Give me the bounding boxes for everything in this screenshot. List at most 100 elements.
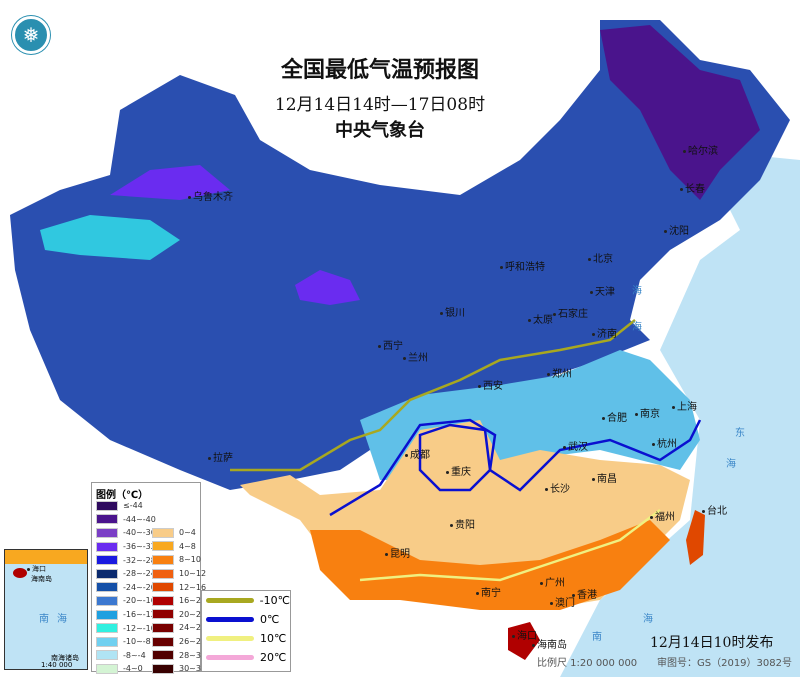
isotherm-label: 20℃ [260, 651, 287, 664]
sea-label: 海 [643, 614, 653, 625]
legend-label: -36~-32 [123, 542, 156, 552]
city-label: 乌鲁木齐 [188, 188, 233, 203]
city-label: 台北 [702, 502, 727, 517]
city-label: 石家庄 [553, 305, 588, 320]
legend-swatch [96, 500, 118, 511]
legend-swatch [152, 622, 174, 633]
city-label: 杭州 [652, 435, 677, 450]
qinghai-cold [295, 270, 360, 305]
city-label: 天津 [590, 283, 615, 298]
city-label: 南昌 [592, 470, 617, 485]
isotherm-line-swatch [206, 617, 254, 622]
city-label: 长春 [680, 180, 705, 195]
legend-swatch [96, 527, 118, 538]
legend-swatch [152, 609, 174, 620]
city-label: 西安 [478, 377, 503, 392]
legend-label: -32~-28 [123, 555, 156, 565]
legend-item: -32~-28 [96, 553, 156, 567]
legend-label: -24~-20 [123, 582, 156, 592]
legend-label: 12~16 [179, 582, 207, 592]
legend-title: 图例（℃） [96, 490, 149, 501]
city-label: 拉萨 [208, 449, 233, 464]
legend-swatch [152, 554, 174, 565]
legend-swatch [152, 663, 174, 674]
legend-swatch [96, 609, 118, 620]
legend-label: 16~20 [179, 596, 207, 606]
legend-swatch [96, 623, 118, 634]
map-approval-number: 审图号：GS（2019）3082号 [657, 658, 792, 669]
legend-swatch [96, 636, 118, 647]
legend-item: 28~30 [152, 648, 206, 662]
legend-swatch [96, 568, 118, 579]
legend-item: -24~-20 [96, 581, 156, 595]
city-label: 武汉 [563, 438, 588, 453]
city-label: 太原 [528, 311, 553, 326]
city-label: 南宁 [476, 584, 501, 599]
city-label: 郑州 [547, 365, 572, 380]
inset-label-south-sea: 南海 [39, 614, 75, 625]
city-label: 上海 [672, 398, 697, 413]
isotherm-label: -10℃ [259, 594, 290, 607]
tarim-basin [40, 215, 180, 260]
city-label: 澳门 [550, 594, 575, 609]
sea-label: 海 [632, 322, 642, 333]
city-label: 南京 [635, 405, 660, 420]
isotherm-item: 20℃ [202, 648, 290, 667]
legend-label: -16~-12 [123, 610, 156, 620]
isotherm-0 [329, 418, 702, 517]
legend-swatch [96, 663, 118, 674]
legend-item: -28~-24 [96, 567, 156, 581]
isotherm-item: 0℃ [202, 610, 290, 629]
sea [560, 150, 800, 677]
legend-label: -12~-10 [123, 623, 156, 633]
legend-label: 30~32 [179, 664, 207, 674]
city-label: 成都 [405, 446, 430, 461]
city-label: 西宁 [378, 337, 403, 352]
isotherm-label: 0℃ [260, 613, 280, 626]
legend-item: -4~0 [96, 662, 156, 676]
legend-label: ≤-44 [123, 501, 143, 511]
legend-item: 20~24 [152, 608, 206, 622]
legend-label: 8~10 [179, 555, 201, 565]
legend-item: 8~10 [152, 553, 206, 567]
legend-label: 10~12 [179, 569, 207, 579]
legend-item: 12~16 [152, 580, 206, 594]
legend-item: ≤-44 [96, 499, 156, 513]
city-label: 长沙 [545, 480, 570, 495]
city-label: 福州 [650, 508, 675, 523]
legend-item: -44~-40 [96, 513, 156, 527]
map-title: 全国最低气温预报图 [280, 57, 479, 83]
legend-item: -12~-10 [96, 621, 156, 635]
legend-item: -20~-16 [96, 594, 156, 608]
legend-swatch [96, 541, 118, 552]
legend-label: 20~24 [179, 609, 207, 619]
city-label: 海南岛 [532, 636, 567, 651]
city-label: 合肥 [602, 409, 627, 424]
isotherm-label: 10℃ [260, 632, 287, 645]
isotherm-minus10 [230, 319, 636, 472]
legend-swatch [152, 541, 174, 552]
china-cold-region [10, 20, 790, 490]
legend-label: 0~4 [179, 528, 196, 538]
legend-item: 30~32 [152, 662, 206, 676]
city-label: 北京 [588, 250, 613, 265]
legend-label: -10~-8 [123, 637, 151, 647]
city-label: 沈阳 [664, 222, 689, 237]
legend-label: -28~-24 [123, 569, 156, 579]
publish-time: 12月14日10时发布 [650, 635, 774, 651]
sea-label: 海 [726, 459, 736, 470]
city-label: 哈尔滨 [683, 142, 718, 157]
isotherm-legend: -10℃ 0℃ 10℃ 20℃ [201, 590, 291, 672]
legend-swatch [152, 650, 174, 661]
legend-swatch [96, 582, 118, 593]
forecast-period: 12月14日14时—17日08时 [274, 95, 486, 115]
city-label: 昆明 [385, 545, 410, 560]
inset-label-islands: 南海诸岛 [51, 654, 79, 662]
city-label: 兰州 [403, 349, 428, 364]
legend-label: 28~30 [179, 650, 207, 660]
legend-swatch [96, 514, 118, 525]
sea-label: 东 [735, 428, 745, 439]
legend-item: -8~-4 [96, 649, 156, 663]
issuer: 中央气象台 [335, 120, 425, 141]
